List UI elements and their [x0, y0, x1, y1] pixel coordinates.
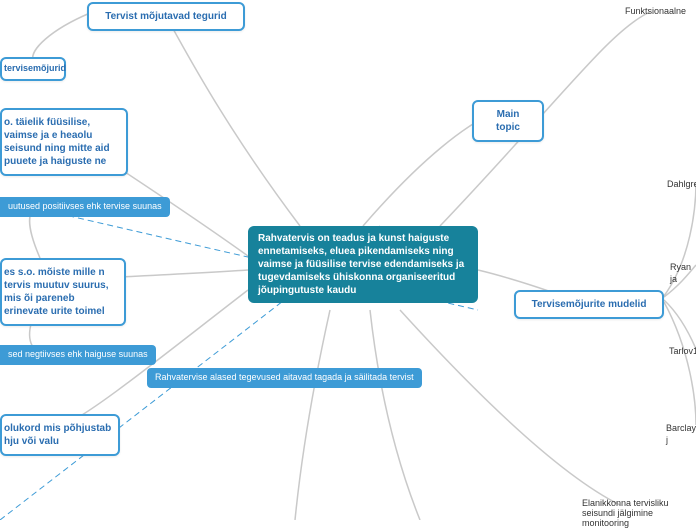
edge — [370, 310, 420, 520]
tarlov-node[interactable]: Tarlov1 — [669, 346, 696, 358]
ryan-node[interactable]: Ryan ja — [670, 262, 696, 285]
edge — [664, 300, 696, 349]
edge — [400, 310, 620, 505]
funktsionaalne-node[interactable]: Funktsionaalne — [625, 6, 686, 18]
tervisemojurid-node[interactable]: tervisemõjurid — [0, 57, 66, 81]
rahvatervise-alased-node[interactable]: Rahvatervise alased tegevused aitavad ta… — [147, 368, 422, 388]
edge — [33, 13, 90, 60]
dahlgren-node[interactable]: Dahlgren — [667, 179, 696, 191]
neg-muutused-node[interactable]: sed negtiivses ehk haiguse suunas — [0, 345, 156, 365]
central-node[interactable]: Rahvatervis on teadus ja kunst haiguste … — [248, 226, 478, 303]
mudelid-node[interactable]: Tervisemõjurite mudelid — [514, 290, 664, 319]
main-topic-node[interactable]: Main topic — [472, 100, 544, 142]
taielik-node[interactable]: o. täielik füüsilise, vaimse ja e heaolu… — [0, 108, 128, 176]
elanikkonna-node[interactable]: Elanikkonna tervisliku seisundi jälgimin… — [582, 499, 696, 529]
barclay-node[interactable]: Barclay j — [666, 423, 696, 446]
tervist-mojutavad-node[interactable]: Tervist mõjutavad tegurid — [87, 2, 245, 31]
edge — [664, 302, 696, 425]
edge — [168, 20, 300, 226]
pos-muutused-node[interactable]: uutused positiivses ehk tervise suunas — [0, 197, 170, 217]
protsess-node[interactable]: es s.o. mõiste mille n tervis muutuv suu… — [0, 258, 126, 326]
edge — [295, 310, 330, 520]
olukord-node[interactable]: olukord mis põhjustab hju või valu — [0, 414, 120, 456]
